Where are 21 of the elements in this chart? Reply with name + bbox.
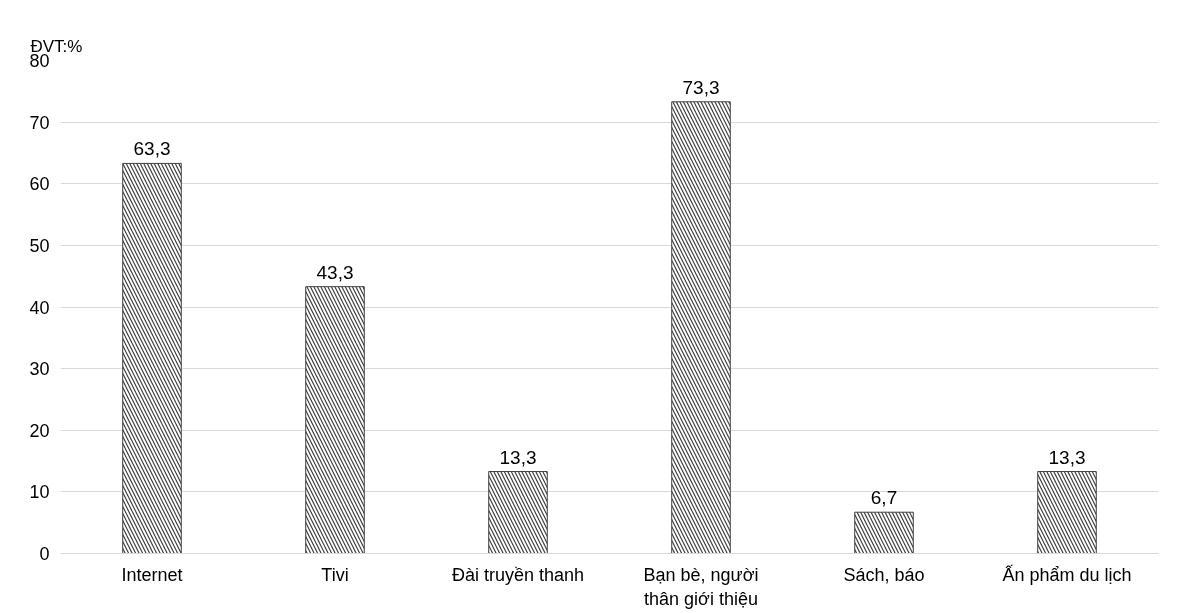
y-tick-label: 60	[29, 174, 50, 195]
y-tick-label: 70	[29, 112, 50, 133]
x-tick-label: Tivi	[321, 564, 349, 585]
data-label: 43,3	[316, 261, 354, 283]
y-tick-label: 10	[29, 482, 50, 503]
data-label: 73,3	[682, 76, 720, 98]
y-tick-label: 0	[39, 544, 50, 564]
data-label: 13,3	[1048, 446, 1086, 468]
y-tick-label: 50	[29, 235, 50, 256]
x-tick-label: Đài truyền thanh	[451, 564, 585, 585]
data-label: 63,3	[133, 138, 171, 160]
x-tick-label: Internet	[121, 564, 183, 585]
data-label: 13,3	[499, 446, 537, 468]
x-tick-label: Ấn phẩm du lịch	[1002, 563, 1132, 585]
y-tick-label: 30	[29, 359, 50, 380]
y-tick-label: 20	[29, 420, 50, 441]
data-label: 6,7	[870, 487, 898, 509]
x-tick-label: Sách, báo	[843, 564, 925, 585]
y-tick-label: 40	[29, 297, 50, 318]
y-tick-label: 80	[29, 51, 50, 71]
x-tick-label: Bạn bè, người thân giới thiệu	[643, 564, 759, 609]
